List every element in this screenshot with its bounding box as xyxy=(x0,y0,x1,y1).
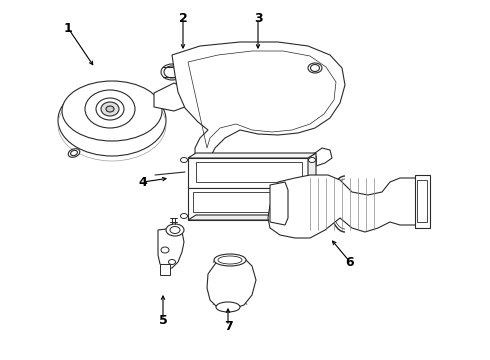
Ellipse shape xyxy=(169,260,175,265)
Polygon shape xyxy=(172,42,345,172)
Ellipse shape xyxy=(166,224,184,236)
Polygon shape xyxy=(268,175,422,238)
Ellipse shape xyxy=(308,63,322,73)
Ellipse shape xyxy=(101,102,119,116)
Polygon shape xyxy=(188,158,308,188)
Text: 4: 4 xyxy=(139,176,147,189)
Polygon shape xyxy=(154,83,190,111)
Ellipse shape xyxy=(62,81,162,141)
Bar xyxy=(193,192,305,212)
Polygon shape xyxy=(260,163,276,171)
Ellipse shape xyxy=(85,90,135,128)
Polygon shape xyxy=(188,215,316,220)
Polygon shape xyxy=(207,256,256,310)
Polygon shape xyxy=(188,153,316,158)
Polygon shape xyxy=(158,228,184,268)
Ellipse shape xyxy=(309,158,316,162)
Ellipse shape xyxy=(311,64,319,72)
Ellipse shape xyxy=(58,84,166,156)
Ellipse shape xyxy=(68,149,80,157)
Bar xyxy=(417,180,427,222)
Ellipse shape xyxy=(214,254,246,266)
Text: 3: 3 xyxy=(254,12,262,24)
Polygon shape xyxy=(300,156,316,164)
Polygon shape xyxy=(308,153,316,188)
Polygon shape xyxy=(324,193,330,210)
Ellipse shape xyxy=(180,158,188,162)
Ellipse shape xyxy=(170,226,180,234)
Polygon shape xyxy=(160,264,170,275)
Ellipse shape xyxy=(216,302,240,312)
Ellipse shape xyxy=(315,210,321,215)
Polygon shape xyxy=(415,175,430,228)
Polygon shape xyxy=(308,196,324,210)
Ellipse shape xyxy=(106,106,114,112)
Polygon shape xyxy=(188,188,308,220)
Ellipse shape xyxy=(218,256,242,264)
Bar xyxy=(196,162,302,182)
Ellipse shape xyxy=(180,213,188,219)
Text: 2: 2 xyxy=(179,12,187,24)
Text: 1: 1 xyxy=(64,22,73,35)
Ellipse shape xyxy=(71,150,77,156)
Ellipse shape xyxy=(96,98,124,120)
Ellipse shape xyxy=(161,64,183,80)
Polygon shape xyxy=(270,182,288,225)
Text: 7: 7 xyxy=(223,320,232,333)
Ellipse shape xyxy=(164,66,180,78)
Text: 6: 6 xyxy=(345,256,354,269)
Polygon shape xyxy=(220,156,236,164)
Text: 5: 5 xyxy=(159,314,168,327)
Polygon shape xyxy=(308,183,316,220)
Ellipse shape xyxy=(161,247,169,253)
